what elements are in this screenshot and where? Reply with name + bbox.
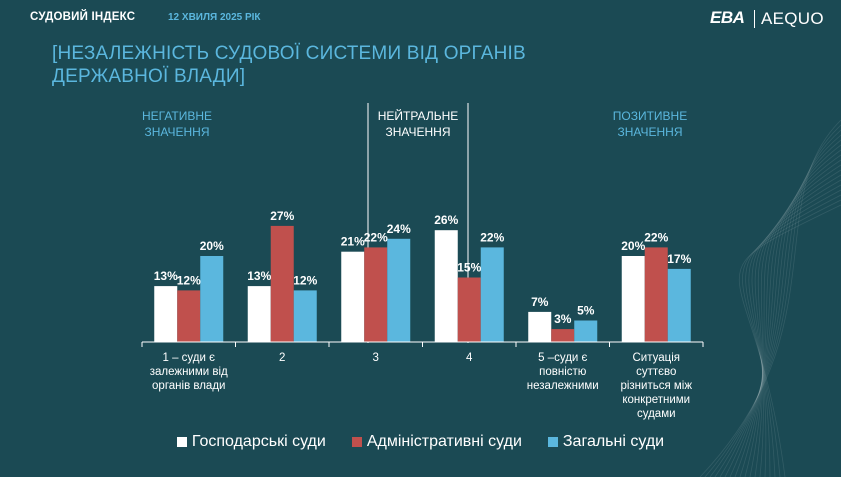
bar	[667, 268, 691, 342]
bar	[480, 247, 504, 342]
wave-line	[745, 194, 841, 477]
data-label: 5%	[577, 304, 595, 318]
wave-line	[749, 169, 841, 477]
wave-line	[751, 184, 841, 477]
legend-item: Адміністративні суди	[351, 433, 522, 451]
bar	[364, 247, 388, 342]
data-label: 17%	[667, 252, 691, 266]
legend-swatch	[351, 437, 362, 447]
bar	[644, 247, 668, 342]
wave-line	[734, 154, 841, 477]
page-title: [НЕЗАЛЕЖНІСТЬ СУДОВОЇ СИСТЕМИ ВІД ОРГАНІ…	[52, 43, 526, 87]
legend-swatch	[547, 437, 558, 447]
data-label: 26%	[434, 213, 458, 227]
legend-label: Господарські суди	[191, 433, 326, 450]
category-label: суттєво	[636, 366, 676, 378]
wave-line	[744, 164, 841, 477]
bar	[387, 238, 411, 342]
decorative-waves	[699, 119, 841, 477]
wave-line	[742, 199, 841, 477]
aequo-logo: AEQUO	[761, 9, 824, 28]
bar	[528, 311, 552, 342]
category-label: 2	[279, 352, 285, 364]
wave-line	[714, 134, 841, 477]
bar	[247, 286, 271, 342]
legend-label: Адміністративні суди	[366, 433, 522, 450]
wave-line	[719, 139, 841, 477]
category-label: повністю	[539, 366, 587, 378]
bar	[200, 256, 224, 342]
data-label: 20%	[200, 239, 224, 253]
legend-item: Загальні суди	[547, 433, 665, 451]
bar	[177, 290, 201, 342]
data-label: 21%	[341, 235, 365, 249]
bar	[270, 225, 294, 342]
data-label: 13%	[247, 269, 271, 283]
wave-line	[738, 204, 841, 477]
header-date: 12 ХВИЛЯ 2025 РІК	[168, 12, 261, 23]
wave-line	[709, 129, 841, 477]
neutral-zone-label: НЕЙТРАЛЬНЕ ЗНАЧЕННЯ	[377, 109, 459, 139]
data-label: 22%	[480, 230, 504, 244]
category-label: незалежними	[527, 380, 599, 392]
wave-line	[699, 119, 841, 477]
legend-item: Господарські суди	[176, 433, 326, 451]
legend-label: Загальні суди	[562, 433, 665, 450]
logo-divider	[754, 10, 755, 28]
bar	[574, 320, 598, 342]
category-label: 1 – суди є	[163, 352, 216, 364]
category-label: 4	[466, 352, 473, 364]
category-label: залежними від	[150, 366, 228, 378]
data-label: 3%	[554, 312, 572, 326]
legend: Господарські суди Адміністративні суди Заг…	[0, 433, 841, 451]
wave-line	[739, 159, 841, 477]
category-label: 5 –суди є	[538, 352, 587, 364]
data-label: 12%	[293, 273, 317, 287]
data-label: 22%	[644, 230, 668, 244]
negative-zone-label: НЕГАТИВНЕ ЗНАЧЕННЯ	[141, 109, 213, 139]
wave-line	[748, 189, 841, 477]
wave-line	[754, 174, 841, 477]
data-label: 27%	[270, 209, 294, 223]
wave-line	[704, 124, 841, 477]
positive-zone-label: ПОЗИТИВНЕ ЗНАЧЕННЯ	[612, 109, 688, 139]
bar	[293, 290, 317, 342]
data-label: 22%	[364, 230, 388, 244]
data-label: 13%	[154, 269, 178, 283]
category-label: різниться між	[620, 380, 692, 392]
legend-swatch	[176, 437, 187, 447]
data-label: 20%	[621, 239, 645, 253]
bar	[154, 286, 178, 342]
eba-logo: EBA	[710, 8, 745, 27]
category-label: конкретними	[622, 394, 690, 406]
category-label: судами	[637, 408, 676, 420]
data-label: 12%	[177, 273, 201, 287]
category-label: 3	[373, 352, 379, 364]
header-title: СУДОВИЙ ІНДЕКС	[30, 11, 136, 23]
bar	[434, 230, 458, 342]
category-label: органів влади	[152, 380, 225, 392]
wave-line	[724, 144, 841, 477]
category-label: Ситуація	[632, 352, 680, 364]
data-label: 7%	[531, 295, 549, 309]
data-label: 15%	[457, 261, 481, 275]
bar	[551, 329, 575, 342]
wave-line	[754, 179, 841, 477]
bar	[621, 256, 645, 342]
bar	[341, 251, 365, 342]
data-label: 24%	[387, 222, 411, 236]
bar	[457, 277, 481, 342]
wave-line	[729, 149, 841, 477]
